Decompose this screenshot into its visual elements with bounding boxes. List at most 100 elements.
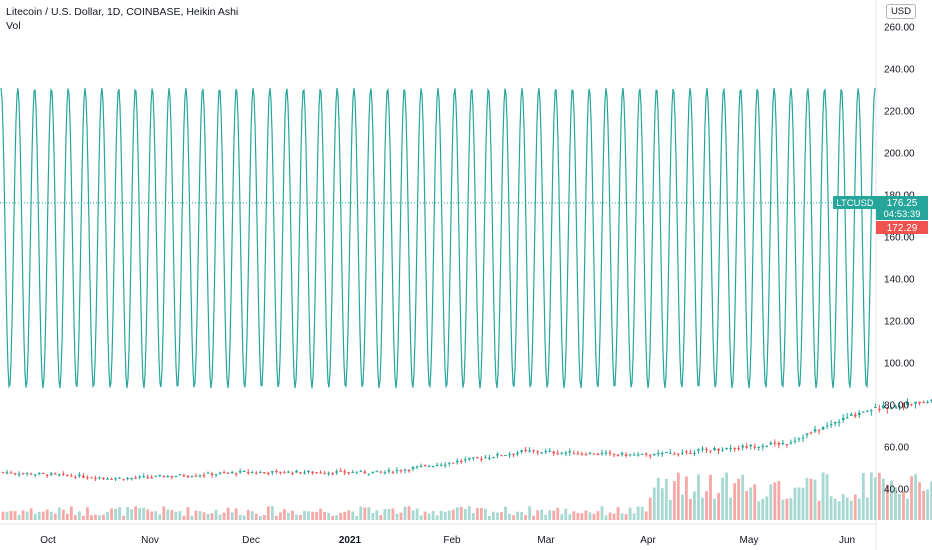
candle-body <box>825 425 829 427</box>
volume-bar <box>146 509 150 520</box>
candle-body <box>230 472 234 474</box>
axes: 260.00240.00220.00200.00180.00160.00140.… <box>40 23 915 547</box>
volume-bar <box>620 513 624 520</box>
candle-body <box>271 471 274 473</box>
volume-bar <box>166 509 170 520</box>
currency-button[interactable]: USD <box>885 4 916 19</box>
candle-body <box>202 475 206 477</box>
volume-bar <box>82 515 85 520</box>
volume-bar <box>902 491 905 520</box>
candle-body <box>620 452 624 455</box>
candle-body <box>761 445 765 447</box>
candle-body <box>652 453 656 456</box>
candle-body <box>295 470 298 473</box>
candle-body <box>110 478 113 480</box>
volume-bar <box>894 487 897 520</box>
volume-bar <box>785 498 789 520</box>
volume-bar <box>729 497 733 520</box>
price-tick-label: 220.00 <box>884 107 915 118</box>
candle-body <box>371 471 375 474</box>
volume-bar <box>640 506 644 520</box>
open-price-badge <box>876 221 928 234</box>
volume-bar <box>652 487 656 520</box>
candle-body <box>488 457 491 459</box>
countdown-label: 04:53:39 <box>884 209 921 220</box>
candle-body <box>640 453 644 455</box>
candle-body <box>464 459 467 461</box>
volume-bar <box>49 511 53 520</box>
volume-bar <box>222 512 226 520</box>
open-price-label: 172.29 <box>887 223 918 234</box>
candle-body <box>279 471 282 473</box>
volume-bar <box>881 478 885 520</box>
candle-body <box>246 471 250 473</box>
volume-bar <box>869 472 873 520</box>
candle-body <box>572 453 576 455</box>
volume-bar <box>717 493 720 520</box>
volume-bar <box>765 496 769 520</box>
indicator-label[interactable]: Vol <box>6 20 21 32</box>
volume-bar <box>624 514 628 520</box>
volume-bar <box>234 508 238 520</box>
candle-body <box>319 472 322 474</box>
candle-body <box>395 470 399 472</box>
volume-bar <box>685 476 688 520</box>
candle-body <box>355 472 359 474</box>
volume-bar <box>829 496 833 520</box>
candle-body <box>753 446 757 448</box>
candle-body <box>520 450 523 452</box>
volume-bar <box>126 506 130 520</box>
candle-body <box>817 429 821 431</box>
candle-body <box>57 474 61 476</box>
volume-bar <box>616 506 620 520</box>
candle-body <box>745 446 748 448</box>
volume-bar <box>540 509 544 520</box>
volume-bar <box>749 487 753 520</box>
candle-body <box>673 453 676 455</box>
volume-bar <box>451 509 455 520</box>
volume-bar <box>41 511 45 520</box>
candle-body <box>604 452 608 454</box>
candle-body <box>419 465 423 467</box>
candle-body <box>484 457 487 459</box>
candle-body <box>254 472 258 474</box>
candle-body <box>504 455 507 457</box>
volume-bar <box>632 513 636 520</box>
volume-bar <box>793 487 797 520</box>
candle-body <box>870 410 873 412</box>
volume-bar <box>886 484 889 520</box>
volume-bar <box>102 514 105 520</box>
candle-body <box>733 448 736 450</box>
volume-bar <box>114 508 117 520</box>
symbol-title[interactable]: Litecoin / U.S. Dollar, 1D, COINBASE, He… <box>6 6 239 18</box>
candle-body <box>564 452 568 454</box>
candle-body <box>17 474 21 476</box>
candle-body <box>757 446 761 448</box>
candle-body <box>866 410 869 412</box>
time-tick-label: Nov <box>141 535 159 546</box>
candle-body <box>906 401 909 405</box>
candle-body <box>411 467 415 469</box>
volume-bar <box>110 508 113 520</box>
volume-bar <box>415 508 419 520</box>
volume-bar <box>387 508 391 520</box>
volume-bar <box>918 482 921 520</box>
candle-body <box>423 464 427 466</box>
candle-body <box>234 473 238 475</box>
volume-bar <box>122 515 125 520</box>
volume-bar <box>130 509 134 520</box>
volume-bar <box>853 494 857 520</box>
volume-bar <box>327 512 331 520</box>
volume-bar <box>813 479 817 520</box>
candle-body <box>809 432 813 434</box>
volume-bar <box>584 510 588 520</box>
volume-bar <box>266 506 270 520</box>
candle-body <box>729 447 732 449</box>
candle-body <box>890 407 893 409</box>
volume-bar <box>323 512 326 520</box>
time-tick-label: Feb <box>443 535 461 546</box>
candle-body <box>632 454 636 456</box>
candle-body <box>677 453 680 455</box>
candle-body <box>845 417 849 419</box>
